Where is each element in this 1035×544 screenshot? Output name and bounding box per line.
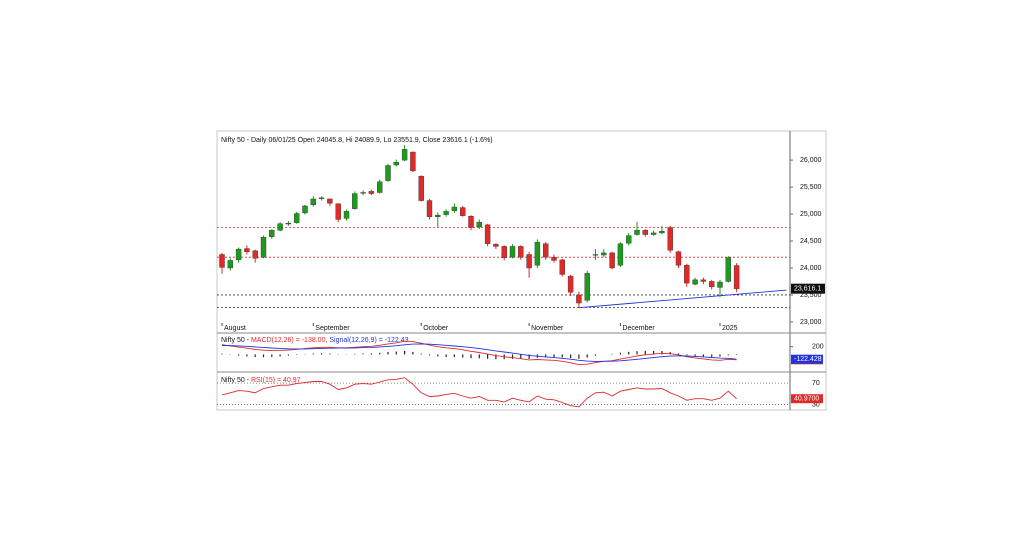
candle-body xyxy=(252,250,258,259)
x-tick-label: October xyxy=(423,325,449,332)
legend-entry: MACD(12,26) = -138.00, xyxy=(251,337,328,344)
candle-body xyxy=(584,273,590,301)
y-tick-label: 200 xyxy=(812,344,824,351)
candle-body xyxy=(733,265,740,289)
candle-body xyxy=(368,191,375,194)
y-tick-label: 25,000 xyxy=(800,211,822,218)
legend: Nifty 50 - RSI(15) = 40.97 xyxy=(221,377,301,384)
y-tick-label: 25,500 xyxy=(800,184,822,191)
candle-body xyxy=(393,162,399,166)
candle-body xyxy=(277,223,283,231)
y-tick-label: 70 xyxy=(812,380,820,387)
value-box xyxy=(791,394,823,404)
candle-body xyxy=(567,275,574,293)
candle-body xyxy=(435,214,441,217)
candle-body xyxy=(642,230,648,235)
value-box xyxy=(791,354,823,364)
candle-body xyxy=(518,246,524,258)
y-tick-label: 23,000 xyxy=(800,319,822,326)
y-tick-label: 24,000 xyxy=(800,265,822,272)
candle-body xyxy=(460,207,466,216)
candle-body xyxy=(343,211,350,219)
candle-body xyxy=(551,256,557,261)
legend-entry: RSI(15) = 40.97 xyxy=(251,377,301,384)
candle-body xyxy=(327,198,333,204)
candle-body xyxy=(617,243,624,266)
candle-body xyxy=(260,237,267,258)
candle-body xyxy=(650,232,657,235)
candle-body xyxy=(468,216,474,228)
candle-body xyxy=(709,281,715,288)
candle-body xyxy=(335,203,341,220)
series-line xyxy=(221,343,737,362)
candle-body xyxy=(559,259,565,275)
series-line xyxy=(221,340,737,366)
candle-body xyxy=(443,211,449,215)
candle-body xyxy=(526,254,532,269)
y-tick-label: 30 xyxy=(812,401,820,408)
candle-body xyxy=(451,206,458,212)
candle-body xyxy=(601,252,607,256)
candle-body xyxy=(235,248,242,261)
legend-label: Nifty 50 - xyxy=(221,337,251,344)
candle-body xyxy=(659,231,665,234)
frame xyxy=(216,130,827,411)
candle-body xyxy=(318,197,325,199)
candle-body xyxy=(626,235,632,244)
series-line xyxy=(221,377,737,408)
x-tick-label: August xyxy=(224,325,246,332)
y-tick-label: 26,000 xyxy=(800,157,822,164)
candle-body xyxy=(360,192,366,194)
candle-body xyxy=(418,176,424,201)
candle-body xyxy=(667,227,673,251)
legend: Nifty 50 - MACD(12,26) = -138.00, Signal… xyxy=(221,337,409,344)
candle-body xyxy=(285,223,292,225)
candle-body xyxy=(294,213,300,223)
candle-body xyxy=(310,198,316,206)
last-price-box xyxy=(791,283,825,294)
candle-body xyxy=(377,181,383,193)
legend-label: Nifty 50 - xyxy=(221,377,251,384)
candle-body xyxy=(634,230,640,235)
trend-line xyxy=(578,289,787,309)
candle-body xyxy=(576,294,582,304)
candle-body xyxy=(534,241,541,266)
chart-title: Nifty 50 - Daily 06/01/25 Open 24045.8, … xyxy=(221,137,493,144)
candle-body xyxy=(410,151,416,172)
y-tick-label: 23,500 xyxy=(800,292,822,299)
candle-body xyxy=(725,257,731,282)
x-tick-label: November xyxy=(531,325,564,332)
candle-body xyxy=(501,246,507,258)
candle-body xyxy=(700,279,707,282)
candle-body xyxy=(269,230,275,237)
candle-body xyxy=(244,248,250,253)
candle-body xyxy=(609,252,615,269)
candle-body xyxy=(484,224,491,244)
candle-body xyxy=(302,205,308,214)
legend-entry: Signal(12,26,9) = -122.43 xyxy=(329,337,408,344)
candle-body xyxy=(692,279,698,285)
candle-body xyxy=(476,221,482,228)
last-price-label: 23,616.1 xyxy=(794,286,821,293)
value-label: 40.9700 xyxy=(794,396,819,403)
candle-body xyxy=(592,254,599,256)
candle-body xyxy=(493,244,499,247)
candle-body xyxy=(543,243,549,258)
candle-body xyxy=(717,281,723,288)
candle-body xyxy=(426,200,433,217)
candle-body xyxy=(675,251,682,266)
x-tick-label: 2025 xyxy=(722,325,738,332)
value-label: -122.428 xyxy=(794,356,822,363)
candle-body xyxy=(227,260,234,269)
candle-body xyxy=(684,265,690,284)
candle-body xyxy=(352,193,358,209)
y-tick-label: 24,500 xyxy=(800,238,822,245)
x-tick-label: December xyxy=(622,325,655,332)
candle-body xyxy=(401,149,408,161)
candle-body xyxy=(385,165,391,181)
candle-body xyxy=(509,246,516,258)
candle-body xyxy=(219,254,225,268)
x-tick-label: September xyxy=(315,325,350,332)
